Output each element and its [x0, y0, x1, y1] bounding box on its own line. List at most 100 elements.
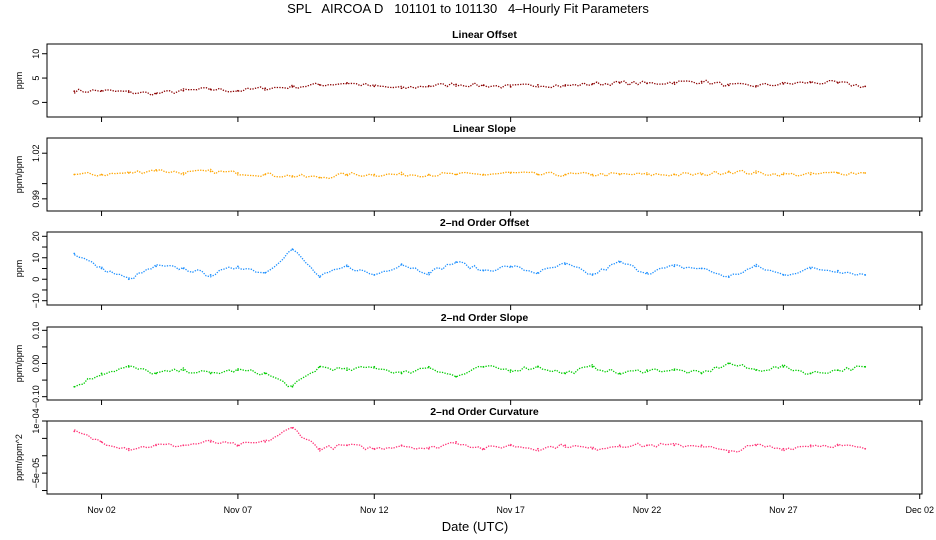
data-point — [127, 172, 130, 174]
data-point — [809, 444, 812, 447]
data-point — [127, 91, 130, 94]
series-trace — [73, 361, 866, 388]
data-point — [837, 369, 839, 372]
data-point — [318, 276, 321, 278]
data-point — [864, 447, 867, 450]
data-point — [100, 440, 103, 443]
data-point — [400, 444, 403, 447]
y-tick-label: 0 — [31, 100, 41, 105]
data-point — [400, 372, 403, 375]
data-point — [373, 365, 376, 368]
data-point — [100, 372, 103, 375]
y-tick-label: 0.99 — [31, 190, 41, 208]
series-trace — [73, 248, 866, 280]
data-point — [318, 447, 321, 450]
data-point — [73, 90, 76, 93]
data-point — [455, 440, 457, 443]
data-point — [482, 84, 485, 87]
x-tick-label: Nov 27 — [769, 505, 798, 515]
data-point — [209, 372, 212, 375]
data-point — [727, 170, 730, 173]
data-point — [755, 444, 757, 447]
data-point — [427, 271, 430, 274]
data-point — [400, 87, 403, 90]
data-point — [373, 274, 376, 276]
data-point — [564, 372, 567, 375]
data-point — [427, 173, 430, 176]
y-tick-label: 5 — [31, 76, 41, 81]
data-point — [782, 447, 785, 450]
panel-title: 2–nd Order Curvature — [430, 406, 539, 418]
y-tick-label: 10 — [31, 253, 41, 263]
data-point — [755, 84, 757, 87]
data-point — [564, 84, 567, 87]
data-point — [127, 447, 130, 450]
data-point — [755, 265, 757, 268]
data-point — [127, 365, 130, 368]
y-axis-label: ppm/ppm^2 — [14, 434, 24, 481]
data-point — [618, 173, 621, 176]
panel-frame — [46, 43, 923, 118]
data-point — [237, 369, 239, 372]
data-point — [155, 265, 157, 268]
y-tick-label: −5e−05 — [31, 458, 41, 489]
data-point — [100, 89, 103, 92]
data-point — [755, 172, 757, 174]
y-tick-label: 10 — [31, 49, 41, 59]
data-point — [646, 271, 648, 274]
panel-frame — [46, 420, 923, 495]
data-point — [264, 372, 267, 375]
data-point — [646, 444, 648, 447]
data-point — [318, 365, 321, 368]
data-point — [427, 447, 430, 450]
y-axis-label: ppm/ppm — [14, 345, 24, 383]
panel-3: 2–nd Order Slope −0.10 0.00 0.10 ppm/ppm — [14, 312, 923, 408]
data-point — [427, 365, 430, 368]
panel-title: 2–nd Order Offset — [440, 217, 530, 229]
data-point — [291, 175, 294, 177]
panel-frame — [46, 137, 923, 212]
y-axis-label: ppm — [14, 72, 24, 90]
data-point — [73, 173, 76, 176]
panel-2: 2–nd Order Offset −10 0 10 20 ppm — [14, 217, 923, 310]
data-point — [618, 444, 621, 447]
data-point — [700, 267, 703, 270]
data-point — [237, 444, 239, 447]
data-point — [373, 447, 376, 450]
data-point — [673, 173, 676, 176]
data-point — [155, 444, 157, 447]
data-point — [537, 83, 539, 86]
data-point — [264, 173, 267, 176]
data-point — [537, 447, 539, 450]
y-axis-label: ppm/ppm — [14, 156, 24, 194]
data-point — [591, 274, 594, 276]
data-point — [400, 263, 403, 266]
data-point — [837, 172, 839, 174]
data-point — [809, 173, 812, 176]
data-point — [155, 169, 157, 171]
data-point — [509, 369, 512, 372]
data-point — [809, 372, 812, 375]
figure-title: SPL AIRCOA D 101101 to 101130 4–Hourly F… — [287, 1, 649, 16]
data-point — [182, 267, 185, 270]
panel-frame — [46, 231, 923, 306]
x-tick-label: Nov 17 — [496, 505, 525, 515]
data-point — [127, 278, 130, 281]
data-point — [100, 173, 103, 176]
data-point — [400, 173, 403, 176]
data-point — [700, 80, 703, 83]
data-point — [455, 83, 457, 86]
x-tick-label: Nov 12 — [360, 505, 389, 515]
data-point — [591, 173, 594, 176]
y-tick-label: 0.10 — [31, 322, 41, 340]
data-point — [318, 83, 321, 86]
data-point — [264, 271, 267, 274]
series-trace — [73, 426, 866, 453]
data-point — [537, 271, 539, 274]
data-point — [673, 81, 676, 84]
data-point — [209, 274, 212, 276]
data-point — [346, 173, 348, 176]
data-point — [264, 440, 267, 443]
data-point — [864, 85, 867, 88]
